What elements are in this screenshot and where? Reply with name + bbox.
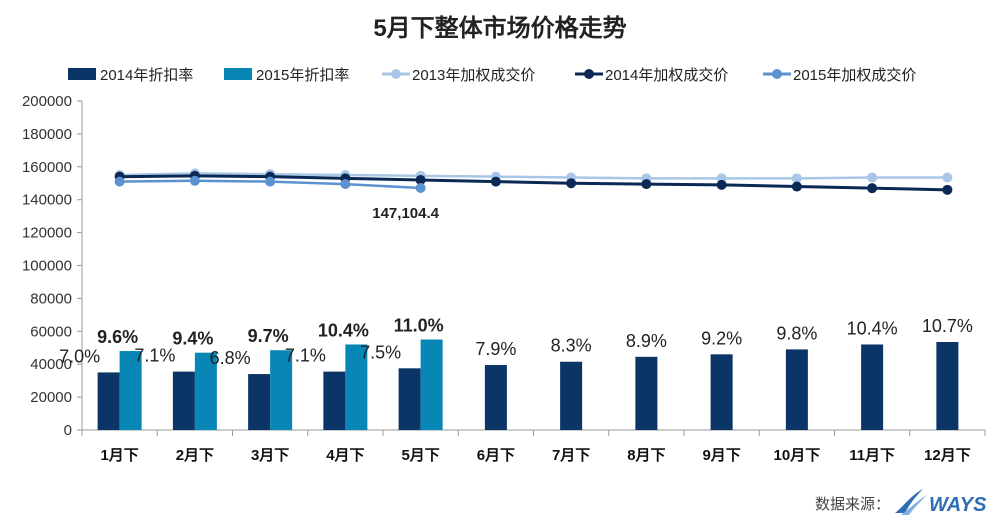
bar-2014 xyxy=(936,341,959,430)
legend-label-5: 2015年加权成交价 xyxy=(793,66,916,84)
bar-2014 xyxy=(560,361,583,430)
x-tick-label: 1月下 xyxy=(100,447,138,464)
line-2014-point xyxy=(490,176,501,187)
bar-2014 xyxy=(97,372,120,430)
legend-label-4: 2014年加权成交价 xyxy=(605,66,728,84)
data-source-label: 数据来源： xyxy=(815,496,891,513)
legend-marker-5 xyxy=(772,69,782,79)
y-tick-label: 0 xyxy=(64,422,72,439)
y-tick-label: 80000 xyxy=(30,290,72,307)
bar-2014 xyxy=(248,374,271,430)
legend-label-2: 2015年折扣率 xyxy=(256,67,349,84)
x-tick-label: 5月下 xyxy=(401,447,439,464)
logo-swoosh-icon xyxy=(895,489,923,513)
line-2015-point xyxy=(265,176,276,187)
x-tick-label: 4月下 xyxy=(326,447,364,464)
chart-title: 5月下整体市场价格走势 xyxy=(373,15,627,42)
bar-2015-data-label: 9.7% xyxy=(248,326,289,346)
legend-label-1: 2014年折扣率 xyxy=(100,67,193,84)
x-tick-label: 2月下 xyxy=(176,447,214,464)
bar-2014 xyxy=(323,371,346,430)
bar-layer xyxy=(97,339,959,430)
line-2014-point xyxy=(867,183,878,194)
line-2013-point xyxy=(942,172,953,183)
x-tick-label: 6月下 xyxy=(477,447,515,464)
line-2013-point xyxy=(791,173,802,184)
bar-2015-data-label: 11.0% xyxy=(394,316,444,336)
y-tick-label: 100000 xyxy=(22,258,72,275)
bar-2014 xyxy=(785,349,808,430)
x-tick-label: 3月下 xyxy=(251,447,289,464)
bar-2015-data-label: 10.4% xyxy=(318,320,369,340)
x-tick-label: 8月下 xyxy=(627,447,665,464)
line-2014-point xyxy=(716,179,727,190)
y-tick-label: 20000 xyxy=(30,389,72,406)
line-2014-point xyxy=(415,174,426,185)
legend-marker-4 xyxy=(584,69,594,79)
y-tick-label: 200000 xyxy=(22,93,72,110)
logo-text: WAYS xyxy=(929,494,987,516)
y-tick-label: 140000 xyxy=(22,192,72,209)
line-2015-point xyxy=(189,175,200,186)
bar-2014-data-label: 7.9% xyxy=(475,339,516,359)
line-layer xyxy=(114,168,953,195)
line-2014-point xyxy=(566,178,577,189)
bar-2014-data-label: 10.4% xyxy=(847,318,898,338)
x-tick-label: 10月下 xyxy=(774,447,821,464)
bar-2014-data-label: 9.8% xyxy=(776,323,817,343)
bar-2014-data-label: 10.7% xyxy=(922,316,973,336)
bar-2014 xyxy=(484,365,507,430)
bar-2015 xyxy=(270,350,293,430)
legend-label-3: 2013年加权成交价 xyxy=(412,66,535,84)
line-2015-point xyxy=(114,176,125,187)
bar-2014-data-label: 7.5% xyxy=(360,342,401,362)
bar-2014-data-label: 7.0% xyxy=(59,346,100,366)
line-2013-path xyxy=(119,172,948,180)
y-tick-label: 160000 xyxy=(22,159,72,176)
y-tick-label: 180000 xyxy=(22,126,72,143)
bar-2014-data-label: 7.1% xyxy=(134,346,175,366)
x-tick-label: 12月下 xyxy=(924,447,971,464)
legend-swatch-2 xyxy=(224,68,252,80)
logo-swoosh-accent-icon xyxy=(901,495,927,515)
bar-2014 xyxy=(861,344,884,430)
bar-2014-data-label: 8.9% xyxy=(626,331,667,351)
legend: 2014年折扣率 2015年折扣率 2013年加权成交价 2014年加权成交价 2015… xyxy=(68,66,916,84)
bar-2015 xyxy=(119,351,142,430)
legend-swatch-1 xyxy=(68,68,96,80)
y-tick-label: 60000 xyxy=(30,323,72,340)
y-tick-label: 120000 xyxy=(22,225,72,242)
x-tick-label: 11月下 xyxy=(849,447,895,464)
bar-2015 xyxy=(194,352,217,430)
bar-2014 xyxy=(172,371,195,430)
line-2015-point xyxy=(415,183,426,194)
bar-2015-data-label: 9.6% xyxy=(97,327,138,347)
bar-2015 xyxy=(345,344,368,430)
bar-2015-data-label: 9.4% xyxy=(172,329,213,349)
x-tick-label: 9月下 xyxy=(702,447,740,464)
price-annotation: 147,104.4 xyxy=(372,205,439,222)
label-layer: 7.0%9.6%7.1%9.4%6.8%9.7%7.1%10.4%7.5%11.… xyxy=(59,205,973,368)
y-tick-label: 40000 xyxy=(30,356,72,373)
bar-2014 xyxy=(398,368,421,430)
line-2014-point xyxy=(641,179,652,190)
bar-2014-data-label: 8.3% xyxy=(551,336,592,356)
bar-2014-data-label: 7.1% xyxy=(285,346,326,366)
ways-logo: WAYS xyxy=(895,489,987,516)
line-2014-path xyxy=(119,174,948,192)
legend-marker-3 xyxy=(391,69,401,79)
bar-2014 xyxy=(635,356,658,430)
line-2014-point xyxy=(942,184,953,195)
bar-2014-data-label: 6.8% xyxy=(210,348,251,368)
bar-2015 xyxy=(420,339,443,430)
line-2014-point xyxy=(791,181,802,192)
bar-2014-data-label: 9.2% xyxy=(701,328,742,348)
line-2013-point xyxy=(867,172,878,183)
x-tick-label: 7月下 xyxy=(552,447,590,464)
bar-2014 xyxy=(710,354,733,430)
axis-layer: 0 20000 40000 60000 80000 100000 120000 140000 1… xyxy=(22,93,986,464)
line-2015-point xyxy=(340,179,351,190)
